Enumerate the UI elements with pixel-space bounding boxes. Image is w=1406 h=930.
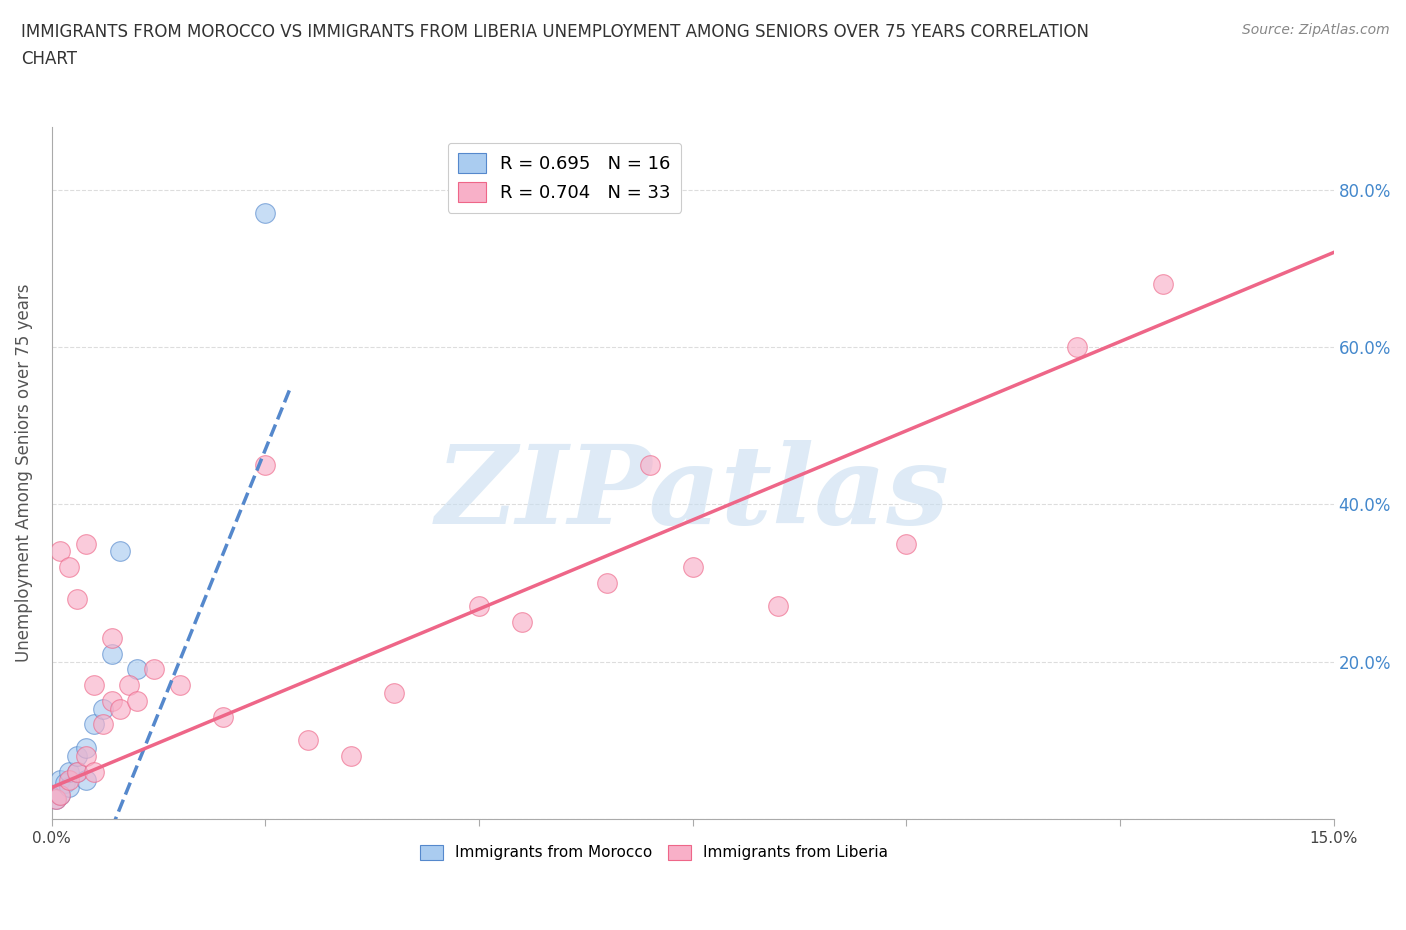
Point bbox=[49, 544, 72, 559]
Point bbox=[682, 560, 704, 575]
Point bbox=[58, 780, 80, 795]
Point bbox=[108, 544, 131, 559]
Text: ZIPatlas: ZIPatlas bbox=[436, 440, 949, 547]
Point bbox=[66, 591, 89, 606]
Point bbox=[468, 599, 491, 614]
Point bbox=[127, 662, 149, 677]
Point bbox=[49, 788, 72, 803]
Point bbox=[254, 206, 277, 220]
Point bbox=[58, 764, 80, 779]
Point bbox=[143, 662, 166, 677]
Point bbox=[108, 701, 131, 716]
Point bbox=[58, 772, 80, 787]
Point bbox=[382, 685, 405, 700]
Point bbox=[211, 710, 233, 724]
Point bbox=[83, 678, 105, 693]
Point bbox=[75, 749, 97, 764]
Point bbox=[83, 764, 105, 779]
Point bbox=[254, 458, 277, 472]
Legend: Immigrants from Morocco, Immigrants from Liberia: Immigrants from Morocco, Immigrants from… bbox=[415, 839, 894, 867]
Point bbox=[100, 631, 122, 645]
Text: IMMIGRANTS FROM MOROCCO VS IMMIGRANTS FROM LIBERIA UNEMPLOYMENT AMONG SENIORS OV: IMMIGRANTS FROM MOROCCO VS IMMIGRANTS FR… bbox=[21, 23, 1090, 68]
Point bbox=[58, 560, 80, 575]
Point bbox=[45, 791, 67, 806]
Point bbox=[45, 791, 67, 806]
Point bbox=[75, 740, 97, 755]
Point bbox=[1066, 339, 1088, 354]
Point bbox=[297, 733, 319, 748]
Point bbox=[53, 776, 76, 790]
Point bbox=[127, 694, 149, 709]
Point bbox=[1152, 276, 1174, 291]
Point bbox=[766, 599, 789, 614]
Point bbox=[510, 615, 533, 630]
Point bbox=[340, 749, 363, 764]
Point bbox=[49, 788, 72, 803]
Point bbox=[66, 749, 89, 764]
Text: Source: ZipAtlas.com: Source: ZipAtlas.com bbox=[1241, 23, 1389, 37]
Point bbox=[83, 717, 105, 732]
Point bbox=[596, 576, 619, 591]
Point bbox=[91, 717, 114, 732]
Point bbox=[100, 694, 122, 709]
Point bbox=[169, 678, 191, 693]
Point bbox=[100, 646, 122, 661]
Point bbox=[118, 678, 141, 693]
Point bbox=[75, 772, 97, 787]
Point bbox=[49, 772, 72, 787]
Point bbox=[75, 536, 97, 551]
Point bbox=[66, 764, 89, 779]
Point bbox=[66, 764, 89, 779]
Point bbox=[91, 701, 114, 716]
Y-axis label: Unemployment Among Seniors over 75 years: Unemployment Among Seniors over 75 years bbox=[15, 284, 32, 662]
Point bbox=[638, 458, 661, 472]
Point bbox=[896, 536, 918, 551]
